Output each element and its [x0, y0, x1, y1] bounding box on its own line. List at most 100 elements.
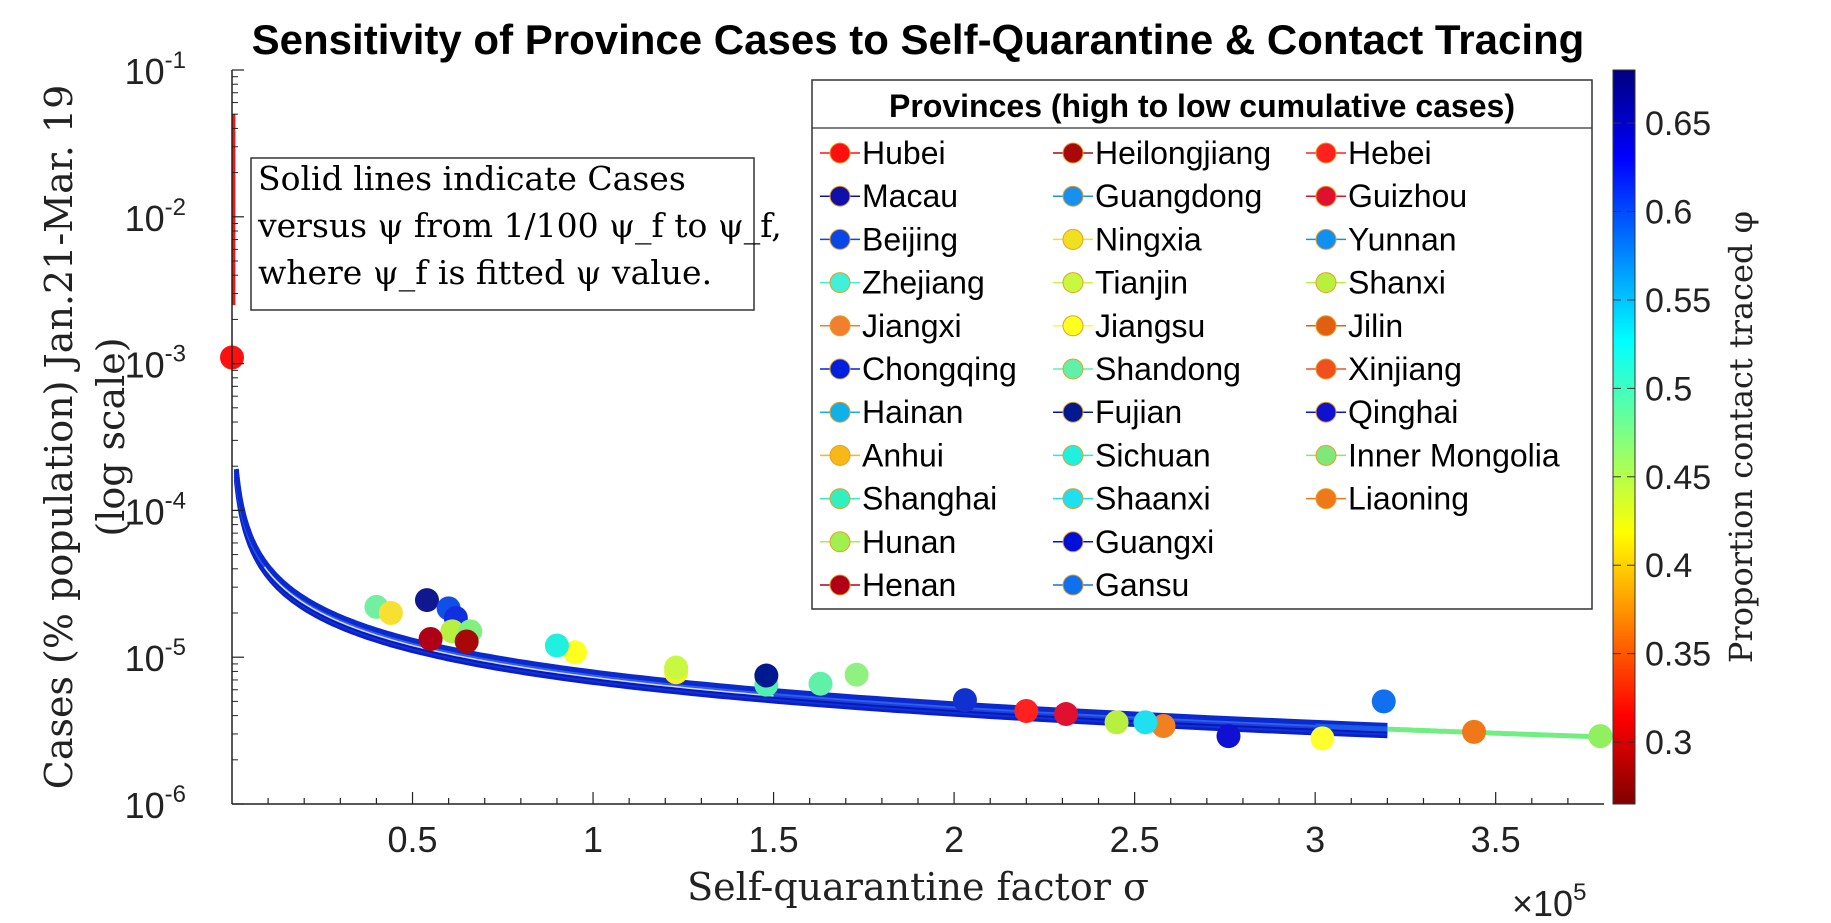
legend-marker	[1062, 142, 1084, 164]
legend-label-guangxi: Guangxi	[1095, 524, 1214, 560]
colorbar-gradient	[1612, 69, 1636, 805]
legend-label-yunnan: Yunnan	[1348, 221, 1457, 257]
legend-marker	[829, 444, 851, 466]
y-axis-label-line1: Cases (% population) Jan.21-Mar. 19	[37, 85, 81, 790]
legend-frame	[811, 79, 1593, 610]
y-tick-base: 10	[125, 785, 165, 826]
legend-label-guangdong: Guangdong	[1095, 178, 1262, 214]
legend-marker	[1315, 315, 1337, 337]
data-point	[1151, 713, 1176, 738]
colorbar-tick-label: 0.6	[1645, 193, 1692, 231]
legend-label-jiangxi: Jiangxi	[862, 308, 962, 344]
data-point-hebei	[1014, 699, 1039, 724]
legend-label-liaoning: Liaoning	[1348, 481, 1469, 517]
curve-band-highlight	[263, 566, 774, 697]
curve-band-line	[233, 468, 1388, 728]
annotation-line1: Solid lines indicate Cases	[258, 159, 686, 198]
annotation-box: Solid lines indicate Cases versus ψ from…	[250, 157, 782, 311]
y-tick-base: 10	[125, 345, 165, 386]
legend-label-beijing: Beijing	[862, 221, 958, 257]
data-point	[378, 601, 403, 626]
x-ticks: 0.5 1 1.5 2 2.5 3 3.5	[267, 792, 1569, 860]
legend-label-anhui: Anhui	[862, 437, 944, 473]
legend-label-xinjiang: Xinjiang	[1348, 351, 1462, 387]
y-tick-base: 10	[125, 491, 165, 532]
annotation-line3: where ψ_f is fitted ψ value.	[258, 253, 712, 293]
legend-label-hebei: Hebei	[1348, 135, 1432, 171]
legend-label-guizhou: Guizhou	[1348, 178, 1467, 214]
legend-marker	[1315, 185, 1337, 207]
x-tick-label: 3.5	[1471, 819, 1521, 860]
colorbar: 0.3 0.35 0.4 0.45 0.5 0.55 0.6 0.65 Proportion …	[1612, 69, 1760, 805]
legend-marker	[1062, 574, 1084, 596]
data-point-jiangsu	[563, 640, 587, 665]
y-axis-label: Cases (% population) Jan.21-Mar. 19 (log…	[37, 85, 133, 790]
colorbar-tick-label: 0.35	[1645, 636, 1711, 674]
legend-label-chongqing: Chongqing	[862, 351, 1017, 387]
x-exponent-base: ×10	[1512, 883, 1573, 923]
colorbar-ticks: 0.3 0.35 0.4 0.45 0.5 0.55 0.6 0.65	[1613, 105, 1711, 762]
data-point-shanxi	[1104, 710, 1129, 735]
annotation-line2: versus ψ from 1/100 ψ_f to ψ_f,	[257, 206, 782, 246]
legend-label-sichuan: Sichuan	[1095, 437, 1211, 473]
legend-label-gansu: Gansu	[1095, 567, 1189, 603]
data-point-liaoning	[1462, 719, 1487, 744]
legend-marker	[829, 228, 851, 250]
colorbar-tick-label: 0.3	[1645, 724, 1692, 762]
legend-label-shanxi: Shanxi	[1348, 265, 1446, 301]
legend-marker	[1062, 358, 1084, 380]
x-exponent-label: ×105	[1512, 879, 1586, 923]
legend-marker	[829, 488, 851, 510]
data-point-henan	[418, 627, 443, 652]
legend: Provinces (high to low cumulative cases)…	[811, 79, 1593, 610]
y-ticks: 10-110-210-310-410-510-6	[125, 47, 244, 826]
data-point	[952, 688, 977, 713]
legend-marker	[1062, 315, 1084, 337]
legend-marker	[829, 401, 851, 423]
legend-marker	[1315, 142, 1337, 164]
data-point	[844, 662, 869, 687]
legend-marker	[1315, 401, 1337, 423]
y-tick-label: 10-2	[125, 194, 186, 239]
y-tick-exp: -5	[165, 634, 186, 661]
colorbar-tick-label: 0.45	[1645, 459, 1711, 497]
data-point-guizhou	[1054, 702, 1079, 727]
legend-marker	[1062, 488, 1084, 510]
legend-marker	[1315, 228, 1337, 250]
colorbar-label: Proportion contact traced φ	[1722, 211, 1760, 663]
y-tick-base: 10	[125, 51, 165, 92]
y-tick-exp: -6	[165, 781, 186, 808]
data-point-gansu	[1371, 689, 1396, 714]
y-axis-label-line2: (log scale)	[89, 337, 133, 536]
legend-title: Provinces (high to low cumulative cases)	[889, 88, 1515, 124]
legend-label-hubei: Hubei	[862, 135, 946, 171]
legend-label-qinghai: Qinghai	[1348, 394, 1458, 430]
legend-entries: Hubei Macau Beijing Zhejiang Jiangxi Chongqin…	[820, 135, 1560, 603]
y-tick-label: 10-6	[125, 781, 186, 826]
data-point	[1310, 726, 1335, 751]
legend-marker	[1315, 444, 1337, 466]
legend-label-fujian: Fujian	[1095, 394, 1182, 430]
legend-label-henan: Henan	[862, 567, 956, 603]
legend-marker	[1315, 358, 1337, 380]
data-point-fujian	[754, 663, 779, 688]
legend-marker	[1062, 272, 1084, 294]
legend-marker	[1062, 185, 1084, 207]
y-tick-exp: -2	[165, 194, 186, 221]
legend-marker	[829, 185, 851, 207]
colorbar-tick-label: 0.5	[1645, 370, 1692, 408]
data-point-qinghai	[1216, 724, 1241, 749]
legend-marker	[1062, 401, 1084, 423]
legend-label-hainan: Hainan	[862, 394, 963, 430]
legend-marker	[829, 574, 851, 596]
colorbar-tick-label: 0.55	[1645, 282, 1711, 320]
legend-marker	[829, 142, 851, 164]
legend-label-zhejiang: Zhejiang	[862, 265, 985, 301]
x-tick-label: 2	[944, 819, 964, 860]
legend-marker	[1315, 272, 1337, 294]
legend-label-heilongjiang: Heilongjiang	[1095, 135, 1271, 171]
y-tick-base: 10	[125, 198, 165, 239]
legend-marker	[829, 315, 851, 337]
data-point	[1588, 724, 1613, 749]
